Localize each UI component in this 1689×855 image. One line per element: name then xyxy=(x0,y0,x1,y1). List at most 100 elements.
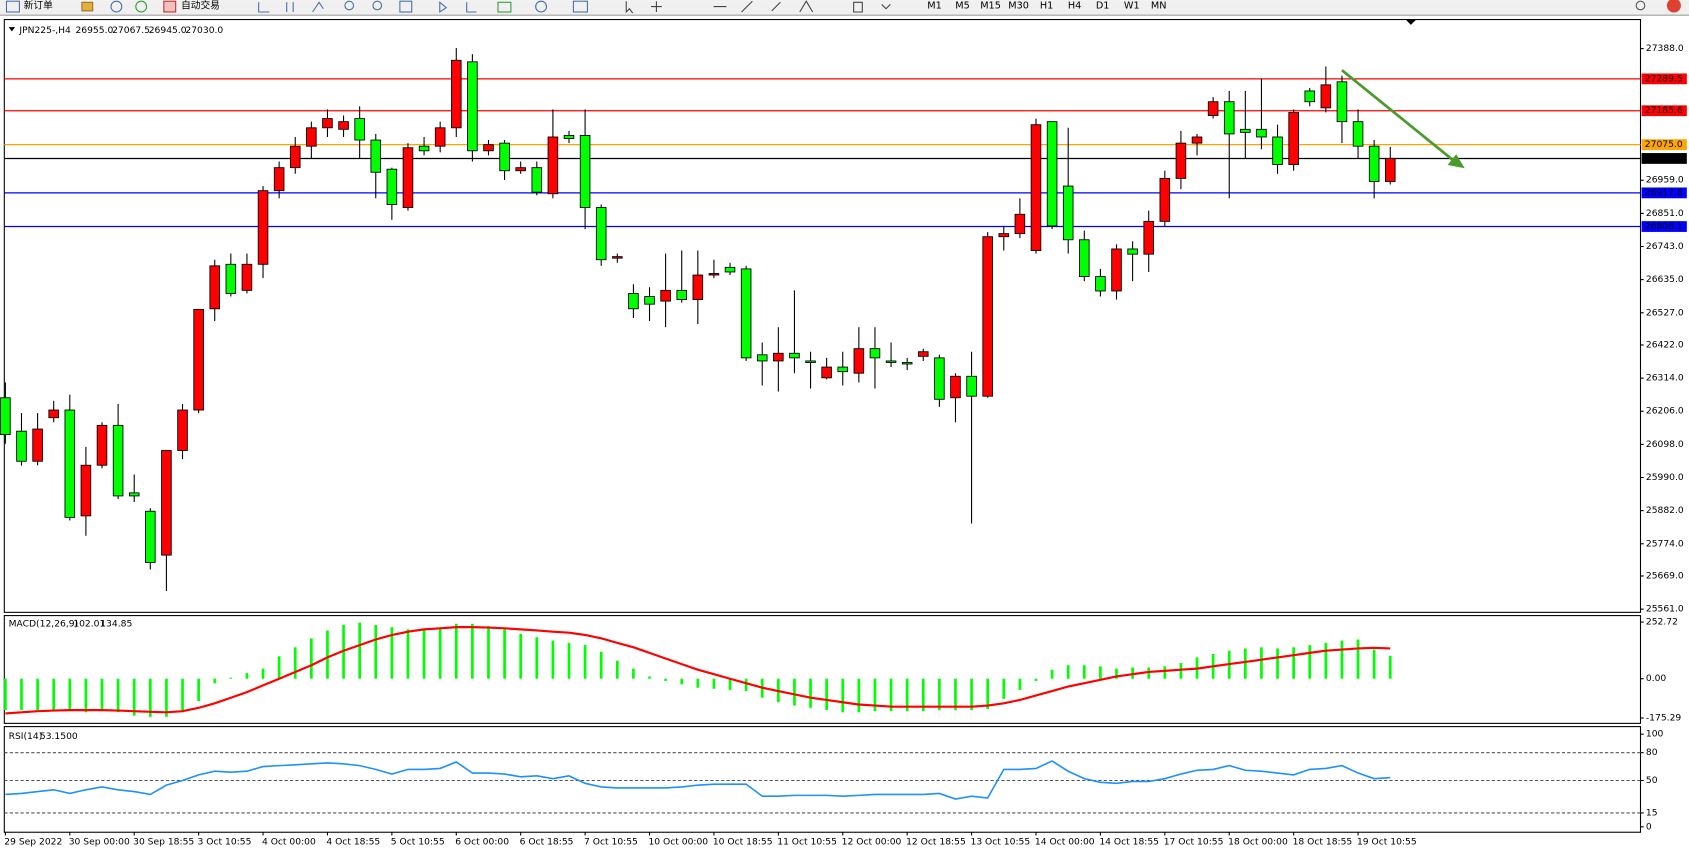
indicator-title: MACD(12,26,9) xyxy=(9,619,79,630)
candle-body xyxy=(934,357,945,400)
timeframe-button[interactable]: H1 xyxy=(1040,1,1053,12)
candle-body xyxy=(853,348,865,374)
candle-body xyxy=(982,236,993,397)
y-tick-label: 26527.0 xyxy=(1646,307,1684,318)
macd-panel xyxy=(3,615,1642,724)
y-tick-label: 26959.0 xyxy=(1646,175,1684,186)
candle-body xyxy=(531,167,543,193)
candle-body xyxy=(1111,248,1122,292)
candle-body xyxy=(1159,177,1171,222)
candle-body xyxy=(306,127,317,147)
icon[interactable] xyxy=(163,0,177,13)
candle-body xyxy=(805,360,816,363)
candle-body xyxy=(402,147,414,208)
candle-body xyxy=(225,263,237,294)
candle-body xyxy=(1207,101,1219,116)
icon[interactable] xyxy=(1666,0,1681,13)
y-tick-label: 252.72 xyxy=(1646,617,1678,628)
icon[interactable] xyxy=(372,0,383,11)
candle-body xyxy=(595,207,607,261)
candle-body xyxy=(1175,142,1187,179)
icon[interactable] xyxy=(572,0,588,13)
icon[interactable] xyxy=(625,0,891,14)
candle-body xyxy=(998,233,1010,238)
icon[interactable] xyxy=(535,0,548,13)
candle-body xyxy=(1304,90,1316,103)
icon[interactable] xyxy=(399,0,413,13)
timeframe-button[interactable]: H4 xyxy=(1068,1,1081,12)
candle-body xyxy=(145,510,156,563)
rsi-panel xyxy=(3,726,1642,833)
price-panel xyxy=(3,18,1642,613)
y-tick-label: 26422.0 xyxy=(1646,339,1684,350)
header-value: 102.01 xyxy=(73,619,105,630)
timeframe-button[interactable]: D1 xyxy=(1096,1,1110,12)
x-tick-label: 29 Sep 2022 xyxy=(4,836,62,847)
icon[interactable] xyxy=(1635,0,1646,11)
candle-body xyxy=(418,145,430,152)
candle-body xyxy=(354,118,365,141)
toolbar-button[interactable]: 自动交易 xyxy=(181,0,220,12)
candle-body xyxy=(547,136,559,195)
level-label: 27289.5 xyxy=(1645,73,1683,84)
candle-body xyxy=(1030,124,1042,251)
x-tick-label: 11 Oct 10:55 xyxy=(777,836,837,847)
timeframe-button[interactable]: M15 xyxy=(980,1,1001,12)
candle-body xyxy=(177,409,188,451)
icon[interactable] xyxy=(5,0,20,13)
candle-body xyxy=(1384,158,1396,182)
icon[interactable] xyxy=(110,0,123,13)
candle-body xyxy=(773,352,784,362)
candle-body xyxy=(1046,121,1058,227)
icon[interactable] xyxy=(439,1,477,13)
icon[interactable] xyxy=(258,1,324,13)
candle-body xyxy=(676,289,688,301)
timeframe-button[interactable]: M30 xyxy=(1008,1,1029,12)
y-tick-label: 26206.0 xyxy=(1646,406,1684,417)
x-tick-label: 6 Oct 00:00 xyxy=(455,836,509,847)
indicator-title: JPN225-,H4 xyxy=(18,25,71,36)
candle-body xyxy=(515,167,526,172)
candle-body xyxy=(1079,239,1090,278)
level-label-box xyxy=(1641,153,1687,164)
y-tick-label: 26098.0 xyxy=(1646,439,1684,450)
level-label: 27185.6 xyxy=(1645,105,1683,116)
candle-body xyxy=(161,450,172,556)
x-tick-label: 4 Oct 18:55 xyxy=(326,836,380,847)
y-tick-label: 80 xyxy=(1646,747,1658,758)
candle-body xyxy=(724,266,736,273)
x-tick-label: 12 Oct 00:00 xyxy=(842,836,902,847)
level-label: 27030.0 xyxy=(1645,153,1683,164)
y-tick-label: 27388.0 xyxy=(1646,43,1684,54)
symbol-menu-marker xyxy=(8,27,16,32)
timeframe-button[interactable]: W1 xyxy=(1124,1,1140,12)
timeframe-button[interactable]: MN xyxy=(1151,1,1167,12)
header-value: 27030.0 xyxy=(185,25,223,36)
indicator-title: RSI(14) xyxy=(9,731,43,742)
level-label: 26808.1 xyxy=(1645,221,1683,232)
candle-body xyxy=(241,263,253,291)
x-tick-label: 14 Oct 00:00 xyxy=(1035,836,1095,847)
level-label-box xyxy=(1641,187,1687,199)
icon[interactable] xyxy=(344,0,355,11)
candle-body xyxy=(917,351,929,357)
y-tick-label: 25561.0 xyxy=(1646,604,1684,615)
icon[interactable] xyxy=(135,0,148,13)
icon[interactable] xyxy=(81,1,94,12)
level-label-box xyxy=(1641,139,1687,151)
timeframe-button[interactable]: M5 xyxy=(955,1,970,12)
x-tick-label: 6 Oct 18:55 xyxy=(520,836,574,847)
candle-body xyxy=(467,61,478,152)
toolbar-button[interactable]: 新订单 xyxy=(24,0,53,12)
x-tick-label: 10 Oct 00:00 xyxy=(648,836,708,847)
arrow-shaft xyxy=(1341,69,1456,163)
level-label: 27075.0 xyxy=(1645,139,1683,150)
candle-body xyxy=(64,409,76,518)
candle-body xyxy=(1288,112,1299,166)
icon[interactable] xyxy=(497,1,512,13)
y-tick-label: 26851.0 xyxy=(1646,208,1684,219)
timeframe-button[interactable]: M1 xyxy=(927,1,942,12)
candle-body xyxy=(112,424,124,497)
y-tick-label: 25774.0 xyxy=(1646,538,1684,549)
